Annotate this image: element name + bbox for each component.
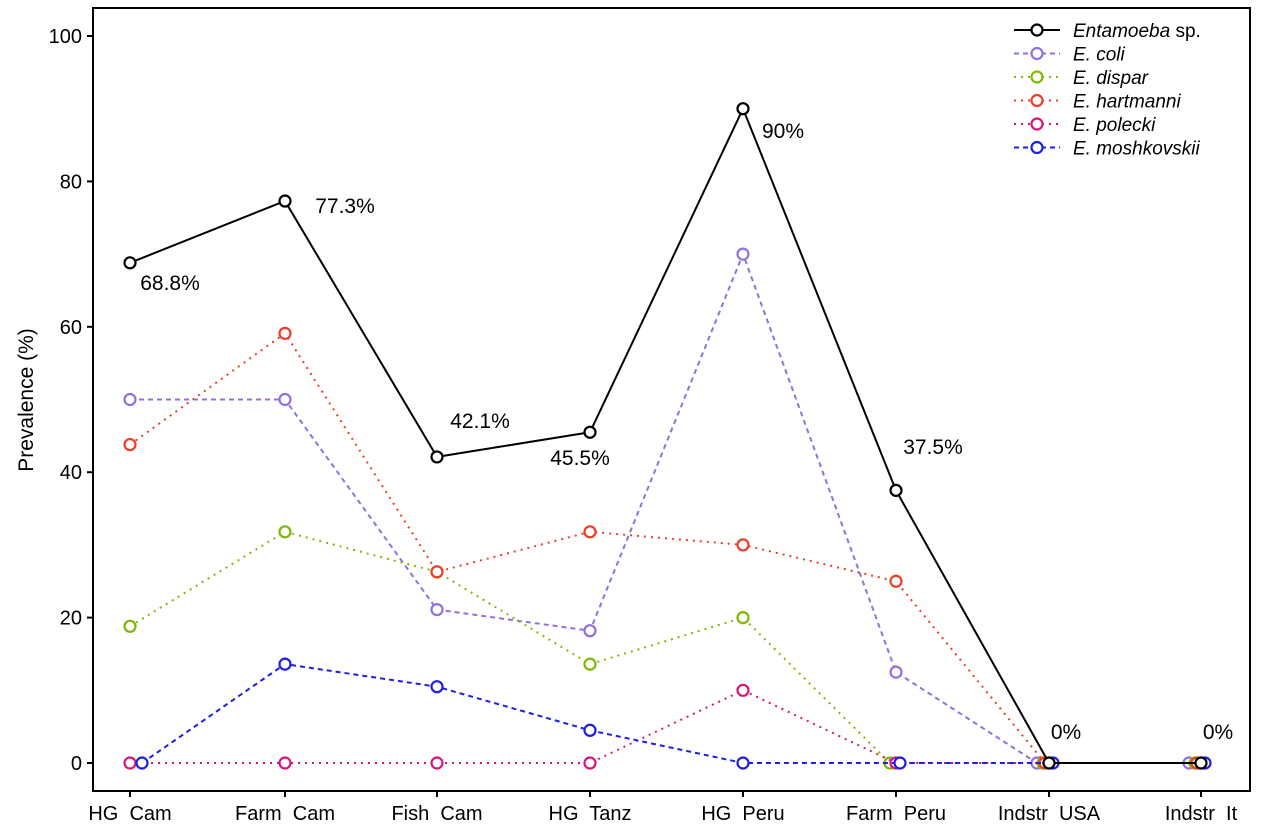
- data-label: 0%: [1051, 721, 1081, 744]
- x-tick-label: HG Peru: [701, 803, 784, 825]
- data-point: [736, 102, 750, 116]
- series-line: [141, 663, 1205, 764]
- y-tick-label: 40: [60, 462, 82, 484]
- data-point: [736, 610, 750, 625]
- legend-label: Entamoeba sp.: [1073, 21, 1201, 42]
- data-point: [583, 723, 597, 737]
- series-e--coli: [123, 247, 1196, 770]
- legend-item: E. coli: [1014, 45, 1126, 66]
- data-point: [583, 425, 597, 439]
- data-point: [278, 392, 292, 407]
- x-tick-label: Indstr It: [1165, 803, 1238, 825]
- data-label: 0%: [1203, 721, 1233, 744]
- legend-label: E. coli: [1073, 45, 1126, 66]
- data-label: 68.8%: [140, 272, 200, 295]
- legend-label: E. dispar: [1073, 68, 1149, 89]
- data-point: [736, 683, 750, 697]
- data-point: [1042, 756, 1056, 770]
- data-point: [889, 483, 903, 497]
- data-point: [123, 437, 137, 452]
- series-entamoeba-sp: [123, 102, 1208, 770]
- data-point: [583, 756, 597, 770]
- series-line: [129, 331, 1197, 764]
- data-point: [583, 624, 597, 638]
- data-point: [278, 194, 292, 208]
- x-tick-label: Indstr USA: [998, 803, 1101, 825]
- legend-label: E. polecki: [1073, 115, 1156, 136]
- x-tick-label: Farm Cam: [235, 803, 335, 825]
- data-point: [430, 565, 444, 579]
- data-point: [278, 657, 292, 671]
- legend-label: E. hartmanni: [1073, 92, 1181, 113]
- data-point: [430, 450, 444, 464]
- y-tick-label: 0: [71, 753, 82, 775]
- y-axis-title: Prevalence (%): [15, 328, 38, 472]
- legend-item: E. moshkovskii: [1014, 139, 1200, 160]
- x-tick-label: HG Cam: [88, 803, 171, 825]
- legend-item: Entamoeba sp.: [1014, 21, 1201, 42]
- data-labels: 68.8% 77.3% 42.1% 45.5% 90% 37.5% 0% 0%: [140, 120, 1233, 744]
- data-point: [889, 665, 903, 679]
- legend-marker: [1030, 117, 1044, 131]
- x-tick-label: HG Tanz: [549, 803, 632, 825]
- data-point: [123, 619, 137, 633]
- data-point: [893, 756, 907, 770]
- data-point: [736, 756, 750, 770]
- y-tick-label: 100: [49, 26, 82, 48]
- series-line: [129, 106, 1201, 764]
- data-point: [583, 525, 597, 539]
- data-point: [135, 756, 149, 770]
- legend-marker: [1030, 93, 1044, 108]
- legend-marker: [1030, 46, 1044, 61]
- data-label: 37.5%: [903, 436, 963, 459]
- series-line: [130, 251, 1189, 764]
- data-point: [278, 756, 292, 770]
- y-tick-label: 20: [60, 608, 82, 630]
- data-point: [123, 392, 137, 407]
- x-axis: HG Cam Farm Cam Fish Cam HG Tanz HG Peru Farm…: [88, 791, 1238, 825]
- series-lines: [123, 102, 1212, 770]
- data-point: [889, 574, 903, 588]
- data-point: [123, 756, 137, 770]
- legend-marker: [1030, 23, 1044, 37]
- legend-label: E. moshkovskii: [1073, 139, 1200, 160]
- y-tick-label: 60: [60, 317, 82, 339]
- data-point: [278, 326, 292, 340]
- legend-item: E. polecki: [1014, 115, 1156, 136]
- series-e--moshkovskii: [135, 657, 1212, 770]
- series-e--dispar: [123, 525, 1202, 770]
- legend-marker: [1030, 70, 1044, 84]
- plot-frame: [92, 7, 1251, 792]
- data-label: 42.1%: [450, 410, 510, 433]
- data-label: 90%: [762, 120, 804, 143]
- y-axis: 0 20 40 60 80 100: [49, 26, 93, 775]
- data-label: 45.5%: [550, 447, 610, 470]
- data-point: [430, 756, 444, 770]
- x-tick-label: Fish Cam: [391, 803, 482, 825]
- data-point: [736, 538, 750, 552]
- data-point: [123, 256, 137, 270]
- data-point: [278, 525, 292, 539]
- legend-marker: [1030, 140, 1044, 155]
- data-point: [1194, 756, 1208, 770]
- data-point: [430, 603, 444, 617]
- data-label: 77.3%: [315, 195, 375, 218]
- data-point: [430, 680, 444, 694]
- legend-item: E. hartmanni: [1014, 92, 1181, 113]
- data-point: [583, 657, 597, 671]
- y-tick-label: 80: [60, 171, 82, 193]
- x-tick-label: Farm Peru: [846, 803, 946, 825]
- legend-item: E. dispar: [1014, 68, 1149, 89]
- series-line: [130, 689, 1201, 764]
- data-point: [736, 247, 750, 261]
